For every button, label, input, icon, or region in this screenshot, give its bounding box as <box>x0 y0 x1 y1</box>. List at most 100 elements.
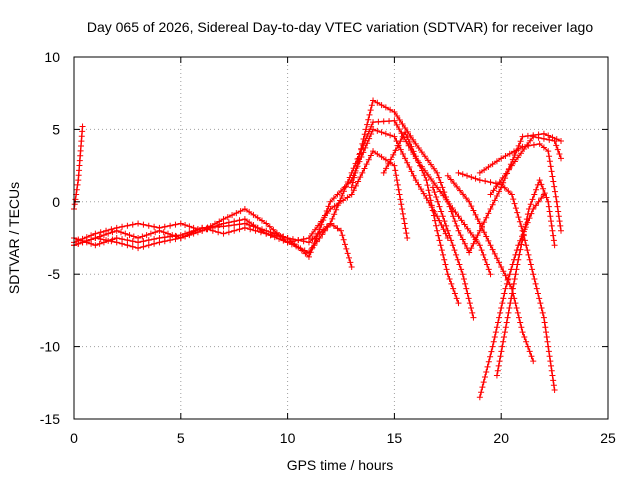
data-point <box>461 240 468 247</box>
data-point <box>437 179 444 186</box>
data-point <box>302 250 309 257</box>
data-point <box>528 210 535 217</box>
data-point <box>523 216 530 223</box>
data-point <box>470 240 477 247</box>
data-point <box>503 319 510 326</box>
data-point <box>524 132 531 139</box>
series-trace-9 <box>429 184 477 321</box>
data-point <box>147 230 154 237</box>
data-point <box>231 227 238 234</box>
data-point <box>423 195 430 202</box>
data-point <box>338 192 345 199</box>
data-point <box>498 155 505 162</box>
data-point <box>426 192 433 199</box>
data-point <box>553 142 560 149</box>
data-point <box>83 237 90 244</box>
data-point <box>418 149 425 156</box>
data-point <box>365 116 372 123</box>
data-point <box>519 329 526 336</box>
data-point <box>355 155 362 162</box>
data-point <box>348 191 355 198</box>
data-point <box>545 343 552 350</box>
data-point <box>527 261 534 268</box>
data-point <box>555 213 562 220</box>
data-point <box>172 236 179 243</box>
data-point <box>547 358 554 365</box>
data-point <box>135 235 142 241</box>
data-point <box>491 333 498 340</box>
data-point <box>117 229 124 236</box>
data-point <box>493 372 500 379</box>
data-point <box>362 144 369 151</box>
data-point <box>504 314 511 321</box>
data-point <box>514 154 521 161</box>
data-point <box>203 226 210 233</box>
data-point <box>354 160 361 167</box>
data-point <box>335 200 342 207</box>
data-point <box>537 300 544 307</box>
data-point <box>453 183 460 190</box>
data-point <box>182 221 189 228</box>
data-point <box>108 226 115 233</box>
data-point <box>496 259 503 266</box>
data-point <box>536 177 543 184</box>
data-point <box>129 221 136 228</box>
data-point <box>397 138 404 145</box>
data-point <box>511 200 518 207</box>
data-point <box>506 150 513 157</box>
data-point <box>496 188 503 195</box>
data-point <box>558 155 565 162</box>
data-point <box>455 300 462 307</box>
data-point <box>548 362 555 369</box>
data-point <box>558 227 565 234</box>
data-point <box>96 240 103 247</box>
data-point <box>396 116 403 123</box>
data-point <box>521 226 528 233</box>
data-point <box>487 206 494 213</box>
data-point <box>438 247 445 254</box>
data-point <box>231 218 238 225</box>
data-point <box>415 181 422 188</box>
data-point <box>554 203 561 210</box>
data-point <box>466 300 473 307</box>
data-point <box>479 384 486 391</box>
data-point <box>412 153 419 160</box>
data-point <box>156 239 163 246</box>
data-point <box>483 368 490 375</box>
data-point <box>530 133 537 140</box>
data-point <box>535 134 542 141</box>
data-point <box>393 121 400 128</box>
data-point <box>522 221 529 228</box>
data-point <box>246 208 253 215</box>
data-point <box>246 219 253 226</box>
data-point <box>291 241 298 248</box>
data-point <box>108 238 115 245</box>
data-point <box>455 169 462 176</box>
data-point <box>428 161 435 168</box>
data-point <box>443 222 450 229</box>
data-point <box>397 146 404 153</box>
data-point <box>152 229 159 236</box>
data-point <box>516 251 523 258</box>
data-point <box>489 343 496 350</box>
data-point <box>273 232 280 239</box>
data-point <box>215 229 222 236</box>
data-point <box>408 168 415 175</box>
data-point <box>182 233 189 240</box>
data-point <box>428 176 435 183</box>
data-point <box>241 206 248 213</box>
data-point <box>491 250 498 257</box>
data-point <box>481 229 488 236</box>
y-tick-label: -15 <box>40 411 60 427</box>
data-point <box>518 241 525 248</box>
data-point <box>402 155 409 162</box>
data-point <box>527 201 534 208</box>
data-point <box>318 221 325 228</box>
data-point <box>392 147 399 154</box>
data-point <box>366 111 373 118</box>
data-point <box>505 309 512 316</box>
data-point <box>496 314 503 321</box>
data-point <box>557 222 564 229</box>
data-point <box>394 181 401 188</box>
data-point <box>129 243 136 250</box>
